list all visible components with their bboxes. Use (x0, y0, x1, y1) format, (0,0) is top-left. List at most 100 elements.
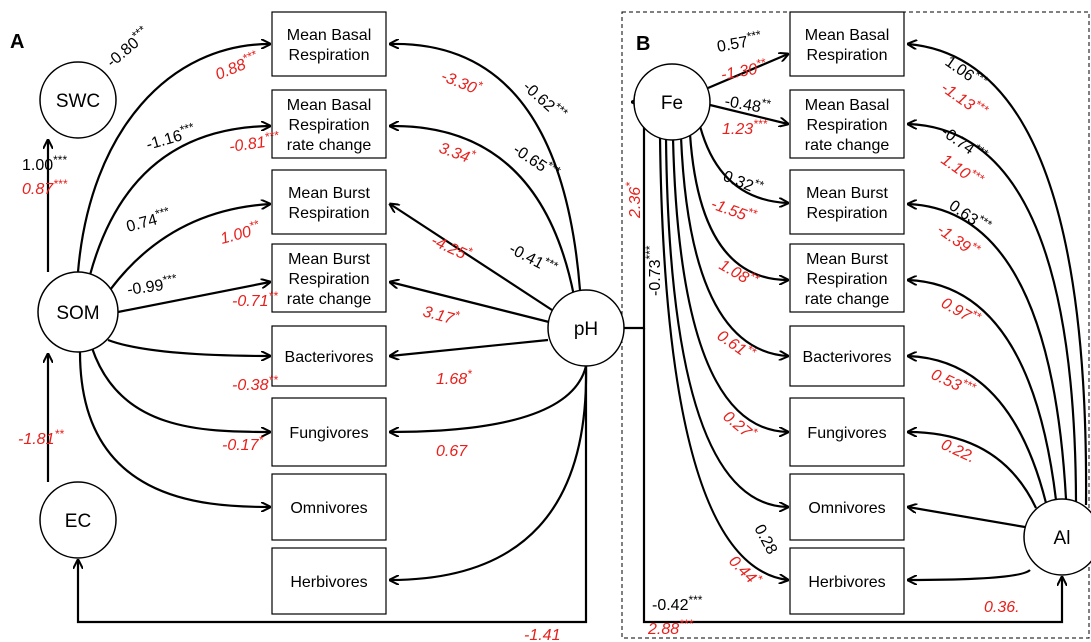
path-coefficient: 0.53*** (928, 363, 978, 401)
path-coefficient: -0.41*** (506, 237, 561, 279)
variable-box (789, 397, 905, 467)
coefficient-value: 3.34 (437, 140, 472, 167)
coefficient-value: -1.55 (709, 196, 749, 224)
variable-box (271, 11, 387, 77)
box-label: Respiration (807, 271, 888, 288)
variable-box (789, 243, 905, 313)
node-label: pH (574, 319, 598, 340)
coefficient-value: 1.23 (722, 121, 753, 138)
coefficient-value: -3.30 (439, 68, 479, 97)
coefficient-value: 0.53 (928, 366, 963, 395)
variable-box (789, 473, 905, 541)
path-coefficient: 2.88*** (647, 617, 693, 638)
node-circle (1023, 498, 1091, 576)
coefficient-value: 0.32 (721, 168, 756, 195)
coefficient-value: 0.57 (716, 34, 750, 56)
path-coefficient: -1.41 (524, 627, 560, 642)
coefficient-value: -0.99 (126, 277, 165, 299)
coefficient-value: -1.13 (938, 79, 978, 114)
box-label: Bacterivores (285, 349, 374, 366)
coefficient-value: -0.42 (652, 597, 689, 614)
path-coefficient: -4.25* (428, 229, 474, 266)
significance: *** (53, 177, 67, 191)
path-coefficient: 0.74*** (124, 204, 173, 236)
coefficient-value: 0.36. (984, 599, 1020, 616)
path-coefficient: 0.97** (938, 291, 984, 330)
box-label: Omnivores (808, 500, 885, 517)
path-coefficient: -1.39** (934, 218, 984, 262)
path-coefficient: -1.30** (719, 55, 768, 84)
box-label: Mean Burst (288, 185, 370, 202)
variable-box (271, 243, 387, 313)
path-coefficient: 1.23*** (722, 117, 767, 138)
box-label: rate change (287, 291, 372, 308)
coefficient-value: -0.41 (506, 241, 546, 273)
variable-box (271, 325, 387, 387)
variable-box (789, 547, 905, 615)
path-coefficient: 0.22. (938, 436, 977, 466)
variable-box (789, 169, 905, 235)
path-coefficient: -0.65*** (510, 138, 564, 184)
path-coefficient: -0.42*** (652, 593, 703, 614)
path-coefficient: 0.27* (719, 405, 760, 444)
significance: *** (154, 204, 171, 221)
coefficient-value: 2.88 (647, 621, 679, 638)
box-label: rate change (805, 137, 890, 154)
node-label: Fe (661, 93, 683, 114)
node-label: SWC (56, 91, 100, 112)
significance: *** (753, 117, 767, 131)
variable-box (271, 473, 387, 541)
path-coefficient: -0.73*** (643, 245, 664, 296)
significance: ** (268, 289, 278, 303)
coefficient-value: -0.73 (647, 259, 664, 296)
path-coefficient: -0.80*** (101, 22, 153, 71)
box-label: Omnivores (290, 500, 367, 517)
path-coefficient: -1.81** (18, 427, 64, 448)
significance: *** (544, 158, 564, 178)
node-label: EC (65, 511, 91, 532)
coefficient-value: 1.00 (219, 223, 254, 248)
significance: *** (162, 271, 178, 287)
box-label: Mean Burst (806, 251, 888, 268)
path-coefficient: -0.48** (723, 89, 772, 118)
coefficient-value: -4.25 (428, 232, 468, 263)
significance: ** (54, 427, 64, 441)
significance: ** (755, 55, 767, 70)
box-label: rate change (805, 291, 890, 308)
path-coefficient: 0.67 (436, 443, 468, 460)
coefficient-value: 2.36 (627, 187, 644, 219)
significance: *** (679, 617, 693, 631)
significance: * (467, 367, 472, 381)
coefficient-value: 0.61 (714, 327, 749, 359)
coefficient-value: 1.08 (716, 257, 752, 287)
box-label: Respiration (807, 117, 888, 134)
path-coefficient: -1.55** (709, 192, 760, 228)
box-label: Bacterivores (803, 349, 892, 366)
coefficient-value: 0.63 (946, 197, 981, 229)
significance: *** (542, 254, 561, 273)
path-coefficient: 0.28 (750, 522, 780, 558)
edges-a (48, 44, 588, 624)
significance: * (475, 78, 485, 93)
coefficient-value: 1.68 (436, 371, 467, 388)
path-coefficient: -0.71** (232, 289, 278, 310)
path-coefficient: -3.30* (439, 64, 485, 99)
significance: *** (53, 153, 67, 167)
significance: ** (760, 96, 772, 111)
variable-box (271, 169, 387, 235)
coefficient-value: 0.28 (750, 522, 780, 558)
variable-box (789, 11, 905, 77)
coefficient-value: -0.38 (232, 377, 269, 394)
node-circle (547, 289, 625, 367)
box-label: Mean Basal (805, 97, 890, 114)
coefficient-value: 0.74 (125, 211, 160, 236)
coefficient-value: 3.17 (421, 303, 457, 328)
significance: *** (643, 245, 657, 259)
box-label: Mean Basal (287, 97, 372, 114)
coefficient-value: -0.48 (723, 93, 762, 116)
variable-box (789, 325, 905, 387)
path-coefficient: 1.00*** (22, 153, 67, 174)
significance: *** (178, 120, 196, 137)
significance: * (258, 433, 263, 447)
